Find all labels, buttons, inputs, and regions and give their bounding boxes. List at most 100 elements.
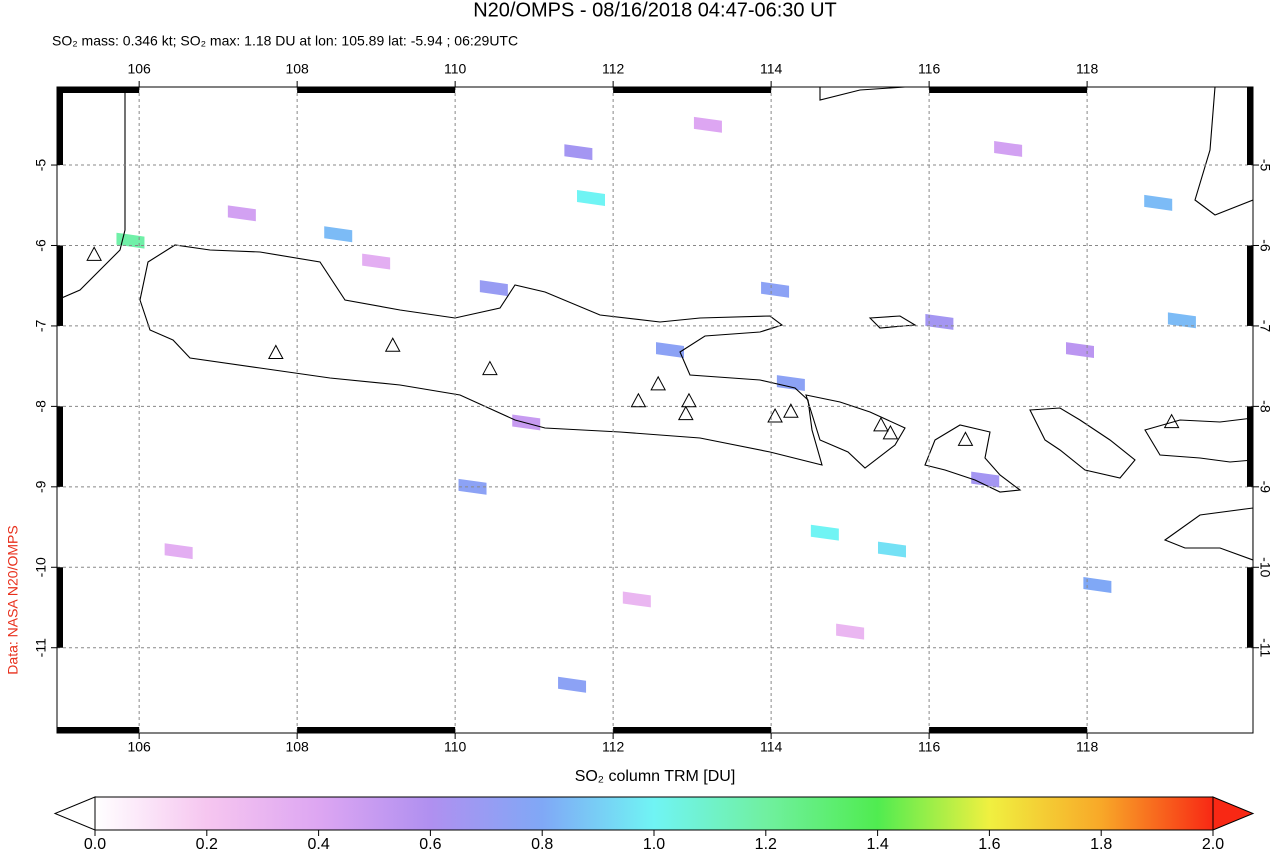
volcano [783, 403, 799, 418]
x-tick-label-bottom: 118 [1076, 739, 1099, 755]
y-tick-label-right: -7 [1257, 320, 1272, 333]
colorbar-label: SO₂ column TRM [DU] [575, 768, 736, 785]
volcano [1163, 413, 1180, 429]
volcano [873, 416, 889, 432]
title: N20/OMPS - 08/16/2018 04:47-06:30 UT [473, 0, 837, 21]
so2-cell [656, 342, 685, 359]
x-tick-label-top: 106 [127, 61, 151, 77]
y-tick-label-right: -10 [1257, 557, 1272, 577]
frame-bar [57, 567, 63, 648]
so2-cells [116, 116, 1196, 693]
so2-cell [564, 144, 593, 161]
coast-bali [805, 394, 906, 469]
volcano [86, 246, 102, 261]
colorbar-high-arrow [1212, 796, 1255, 831]
so2-cell [1065, 342, 1094, 359]
y-tick-label-left: -6 [33, 239, 49, 252]
colorbar-tick-label: 0.2 [196, 836, 218, 853]
y-tick-label-left: -5 [33, 159, 49, 172]
so2-cell [558, 676, 587, 693]
volcanoes [86, 246, 1180, 446]
so2-cell [1083, 577, 1112, 593]
coast-madura [868, 315, 917, 329]
volcano [650, 375, 666, 391]
colorbar-tick-label: 0.6 [419, 836, 441, 853]
frame-bar [297, 727, 456, 733]
volcano [267, 344, 284, 359]
x-tick-label-bottom: 116 [918, 739, 941, 755]
frame-bar [1247, 87, 1253, 166]
x-tick-label-bottom: 106 [127, 739, 151, 755]
frame-bar [57, 727, 140, 733]
frame-bar [929, 87, 1088, 93]
plot-frame [56, 86, 1254, 734]
volcano [681, 392, 697, 408]
y-tick-label-left: -8 [33, 400, 49, 413]
frame-bar [1247, 406, 1253, 487]
volcano [384, 337, 401, 352]
colorbar-tick-label: 0.4 [307, 836, 329, 853]
colorbar-tick-label: 2.0 [1202, 836, 1224, 853]
so2-cell [622, 591, 651, 608]
so2-cell [971, 471, 1000, 488]
x-tick-label-bottom: 110 [444, 739, 467, 755]
frame-bar [57, 87, 63, 166]
colorbar-tick-label: 0.0 [84, 836, 106, 853]
colorbar-tick-label: 1.4 [866, 836, 888, 853]
frame-bar [57, 406, 63, 487]
coast-lombok-sumbawa [924, 407, 1136, 493]
coast-sumatra [57, 87, 126, 301]
x-tick-label-top: 110 [444, 61, 467, 77]
frame-bar [57, 245, 63, 326]
subtitle: SO₂ mass: 0.346 kt; SO₂ max: 1.18 DU at … [52, 33, 518, 49]
so2-cell [164, 543, 193, 560]
colorbar-tick-label: 0.8 [531, 836, 553, 853]
colorbar-tick-label: 1.6 [978, 836, 1000, 853]
y-tick-label-right: -9 [1257, 481, 1272, 494]
so2-cell [776, 375, 805, 392]
x-tick-label-top: 112 [602, 61, 625, 77]
coast-java [139, 244, 823, 466]
so2-cell [877, 541, 906, 558]
frame-bar [929, 727, 1088, 733]
volcano [957, 431, 974, 446]
colorbar [94, 796, 1214, 831]
frame-bar [297, 87, 456, 93]
grid [57, 87, 1253, 733]
volcano [677, 405, 694, 421]
x-tick-label-bottom: 114 [760, 739, 783, 755]
colorbar-tick-label: 1.0 [643, 836, 665, 853]
x-tick-label-top: 118 [1076, 61, 1099, 77]
so2-cell [836, 623, 865, 640]
x-tick-label-bottom: 112 [602, 739, 625, 755]
so2-cell [693, 116, 722, 133]
so2-cell [577, 190, 606, 206]
y-tick-label-right: -11 [1257, 638, 1272, 657]
so2-cell [479, 280, 508, 297]
coast-timor [1163, 507, 1253, 561]
coastlines [57, 87, 1253, 561]
x-tick-label-top: 116 [918, 61, 941, 77]
so2-cell [994, 140, 1023, 157]
so2-cell [761, 281, 790, 298]
y-tick-label-left: -9 [33, 480, 49, 493]
frame-bar [57, 87, 140, 93]
colorbar-tick-label: 1.2 [755, 836, 777, 853]
coast-borneo [819, 87, 1253, 216]
so2-cell [362, 253, 391, 270]
so2-cell [810, 524, 839, 541]
colorbar-low-arrow [53, 796, 96, 831]
y-tick-label-left: -7 [33, 319, 49, 332]
so2-cell [324, 226, 353, 243]
volcano [482, 360, 498, 376]
x-tick-label-top: 114 [760, 61, 783, 77]
volcano [630, 392, 647, 408]
y-tick-label-right: -6 [1257, 239, 1272, 252]
coast-flores [1144, 417, 1253, 463]
credit: Data: NASA N20/OMPS [5, 525, 21, 674]
y-tick-label-right: -8 [1257, 400, 1272, 413]
frame-bar [1247, 567, 1253, 648]
x-tick-label-bottom: 108 [285, 739, 309, 755]
y-tick-label-left: -11 [33, 638, 49, 657]
so2-cell [1167, 312, 1196, 329]
